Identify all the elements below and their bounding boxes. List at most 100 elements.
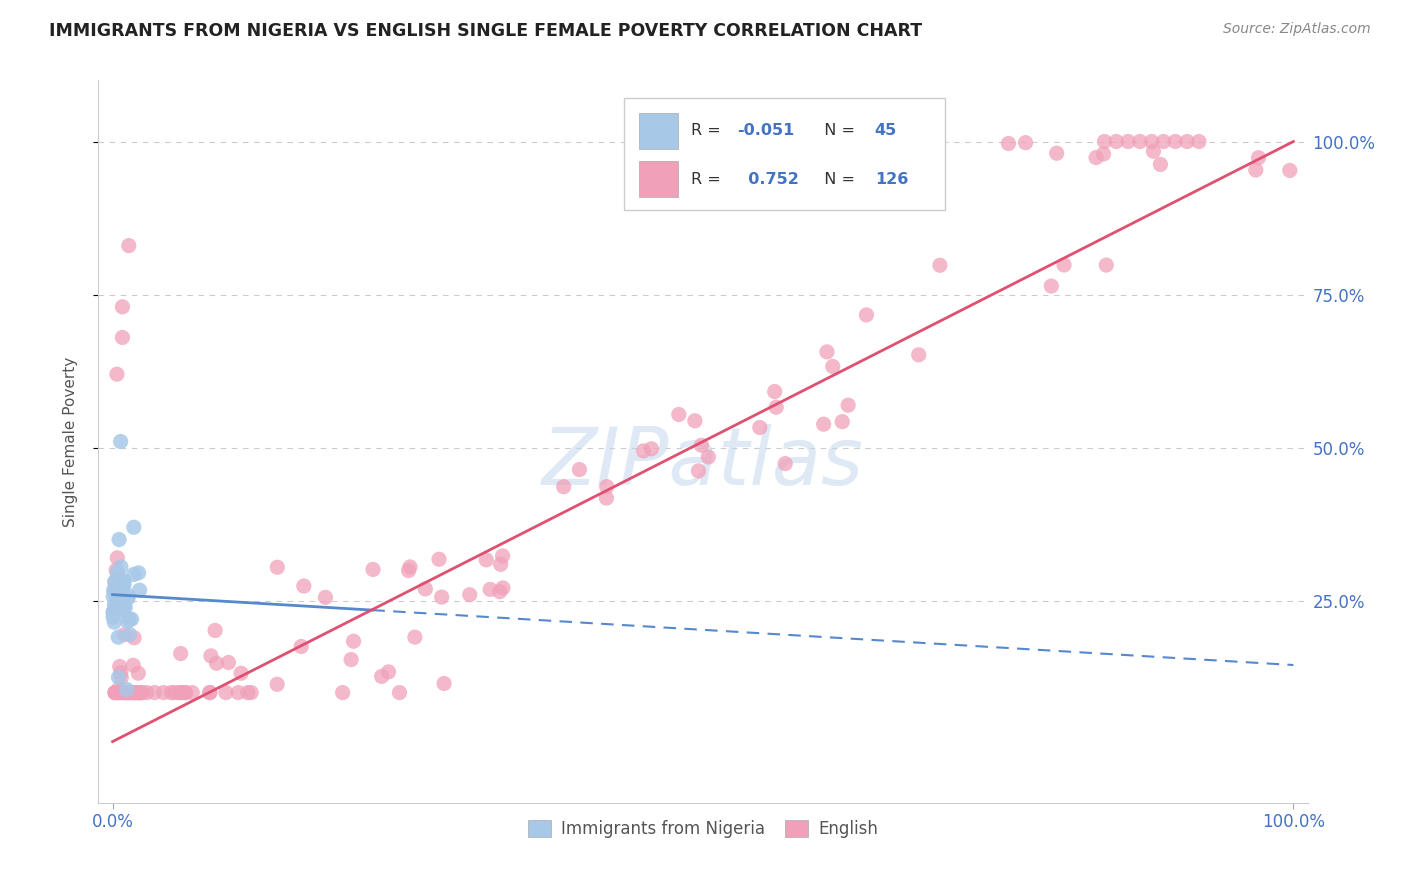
- Point: [1014, 136, 1036, 150]
- Point: [111, 574, 134, 588]
- Point: [111, 330, 134, 344]
- Point: [553, 480, 575, 494]
- Point: [117, 591, 139, 606]
- Point: [815, 344, 838, 359]
- Text: N =: N =: [814, 123, 860, 138]
- Point: [1140, 135, 1163, 149]
- Point: [398, 564, 420, 578]
- Point: [101, 606, 124, 620]
- Point: [127, 685, 149, 699]
- Point: [1129, 135, 1152, 149]
- Point: [107, 578, 129, 592]
- Point: [361, 562, 384, 576]
- Point: [688, 464, 710, 478]
- Point: [458, 588, 481, 602]
- Point: [105, 685, 128, 699]
- Point: [198, 685, 221, 699]
- Point: [107, 685, 129, 699]
- Point: [763, 384, 786, 399]
- Point: [491, 549, 513, 563]
- Point: [997, 136, 1019, 151]
- Point: [122, 685, 145, 699]
- Point: [122, 631, 145, 645]
- Point: [377, 665, 399, 679]
- Point: [115, 685, 138, 699]
- Point: [112, 592, 135, 607]
- Point: [112, 685, 135, 699]
- Point: [1153, 135, 1175, 149]
- Point: [118, 685, 141, 699]
- Point: [217, 656, 239, 670]
- Point: [492, 581, 515, 595]
- Point: [111, 599, 134, 613]
- Point: [172, 685, 194, 699]
- Point: [103, 598, 125, 612]
- Point: [433, 676, 456, 690]
- Point: [110, 434, 132, 449]
- Text: ZIPatlas: ZIPatlas: [541, 425, 865, 502]
- Point: [169, 685, 191, 699]
- Point: [1085, 151, 1108, 165]
- Point: [129, 685, 152, 699]
- Point: [169, 647, 191, 661]
- Point: [108, 533, 131, 547]
- Point: [105, 550, 128, 565]
- Point: [152, 685, 174, 699]
- Point: [104, 599, 127, 614]
- Point: [135, 685, 157, 699]
- Point: [813, 417, 835, 432]
- Point: [1046, 146, 1069, 161]
- Point: [226, 685, 249, 699]
- Point: [112, 574, 135, 588]
- Point: [111, 685, 134, 699]
- Point: [112, 578, 135, 592]
- Point: [1175, 135, 1198, 149]
- Legend: Immigrants from Nigeria, English: Immigrants from Nigeria, English: [522, 814, 884, 845]
- Point: [399, 560, 422, 574]
- Point: [105, 579, 128, 593]
- Point: [115, 682, 138, 697]
- Point: [690, 438, 713, 452]
- Point: [413, 582, 436, 596]
- Point: [1095, 258, 1118, 272]
- Point: [111, 579, 134, 593]
- Point: [107, 600, 129, 615]
- Point: [110, 671, 132, 685]
- Point: [314, 591, 336, 605]
- Point: [121, 685, 143, 699]
- Point: [240, 685, 263, 699]
- Point: [163, 685, 186, 699]
- Point: [370, 669, 392, 683]
- Point: [127, 685, 149, 699]
- Point: [143, 685, 166, 699]
- Point: [104, 582, 127, 596]
- Point: [128, 685, 150, 699]
- Point: [765, 401, 787, 415]
- Point: [427, 552, 450, 566]
- Point: [1116, 135, 1139, 149]
- Point: [595, 491, 617, 505]
- FancyBboxPatch shape: [638, 112, 678, 149]
- Point: [105, 563, 128, 577]
- Point: [104, 583, 127, 598]
- Point: [111, 602, 134, 616]
- Point: [205, 657, 228, 671]
- Point: [1142, 145, 1164, 159]
- Text: IMMIGRANTS FROM NIGERIA VS ENGLISH SINGLE FEMALE POVERTY CORRELATION CHART: IMMIGRANTS FROM NIGERIA VS ENGLISH SINGL…: [49, 22, 922, 40]
- Point: [118, 238, 141, 252]
- Text: R =: R =: [690, 172, 725, 186]
- Point: [229, 666, 252, 681]
- Point: [105, 566, 128, 580]
- Point: [104, 575, 127, 590]
- Point: [107, 630, 129, 644]
- Point: [198, 685, 221, 699]
- Point: [1244, 163, 1267, 178]
- Point: [111, 599, 134, 614]
- Point: [831, 415, 853, 429]
- Point: [124, 685, 146, 699]
- Point: [107, 603, 129, 617]
- Point: [125, 685, 148, 699]
- Point: [907, 348, 929, 362]
- Point: [1094, 135, 1116, 149]
- Point: [105, 367, 128, 381]
